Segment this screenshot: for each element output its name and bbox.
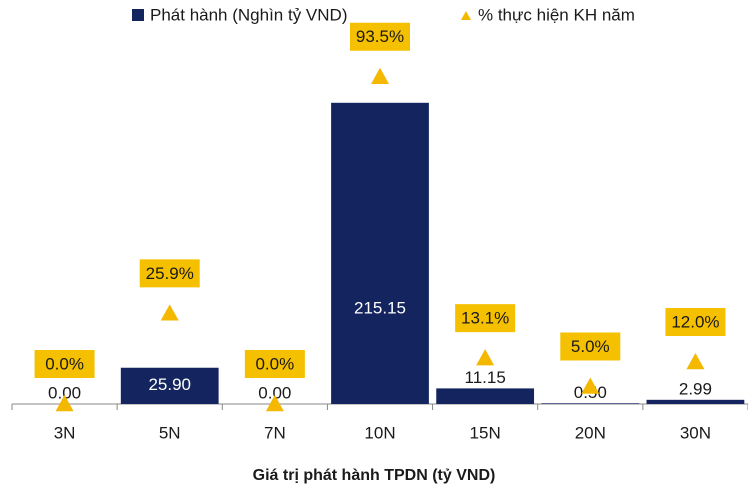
marker — [55, 395, 74, 412]
x-tick-label: 10N — [364, 423, 395, 442]
x-axis-title: Giá trị phát hành TPDN (tỷ VND) — [253, 467, 496, 484]
marker — [686, 353, 705, 370]
x-tick-label: 30N — [680, 423, 711, 442]
marker — [160, 304, 179, 321]
marker — [371, 67, 389, 84]
marker-value-label: 5.0% — [571, 337, 610, 356]
marker-value-label: 93.5% — [356, 27, 404, 46]
x-tick-label: 3N — [54, 423, 76, 442]
bar — [331, 102, 429, 404]
marker-value-label: 0.0% — [45, 354, 84, 373]
marker — [265, 395, 284, 412]
legend-swatch — [461, 11, 471, 20]
bar-value-label: 11.15 — [465, 368, 506, 387]
bar-value-label: 2.99 — [679, 379, 712, 398]
legend-label: % thực hiện KH năm — [478, 5, 635, 24]
marker-value-label: 13.1% — [461, 309, 509, 328]
label-box — [560, 332, 621, 361]
bar — [120, 367, 219, 404]
label-box — [244, 350, 305, 378]
marker — [581, 377, 600, 394]
bar-value-label: 25.90 — [148, 375, 191, 394]
legend-swatch — [132, 9, 144, 21]
label-box — [455, 304, 516, 333]
label-box — [34, 350, 95, 378]
marker — [476, 349, 495, 366]
x-tick-label: 15N — [470, 423, 501, 442]
x-tick-label: 7N — [264, 423, 286, 442]
bar-value-label: 0.00 — [48, 383, 81, 402]
bar — [436, 388, 535, 404]
bar — [646, 399, 745, 404]
marker-value-label: 12.0% — [671, 312, 719, 331]
marker-value-label: 25.9% — [146, 264, 194, 283]
bar-value-label: 0.00 — [258, 383, 291, 402]
x-tick-label: 20N — [575, 423, 606, 442]
label-box — [665, 308, 726, 336]
bar-value-label: 215.15 — [354, 298, 406, 317]
bar — [541, 403, 640, 404]
label-box — [350, 22, 410, 51]
x-tick-label: 5N — [159, 423, 181, 442]
legend-label: Phát hành (Nghìn tỷ VND) — [150, 5, 347, 24]
marker-value-label: 0.0% — [255, 354, 294, 373]
label-box — [139, 259, 200, 288]
